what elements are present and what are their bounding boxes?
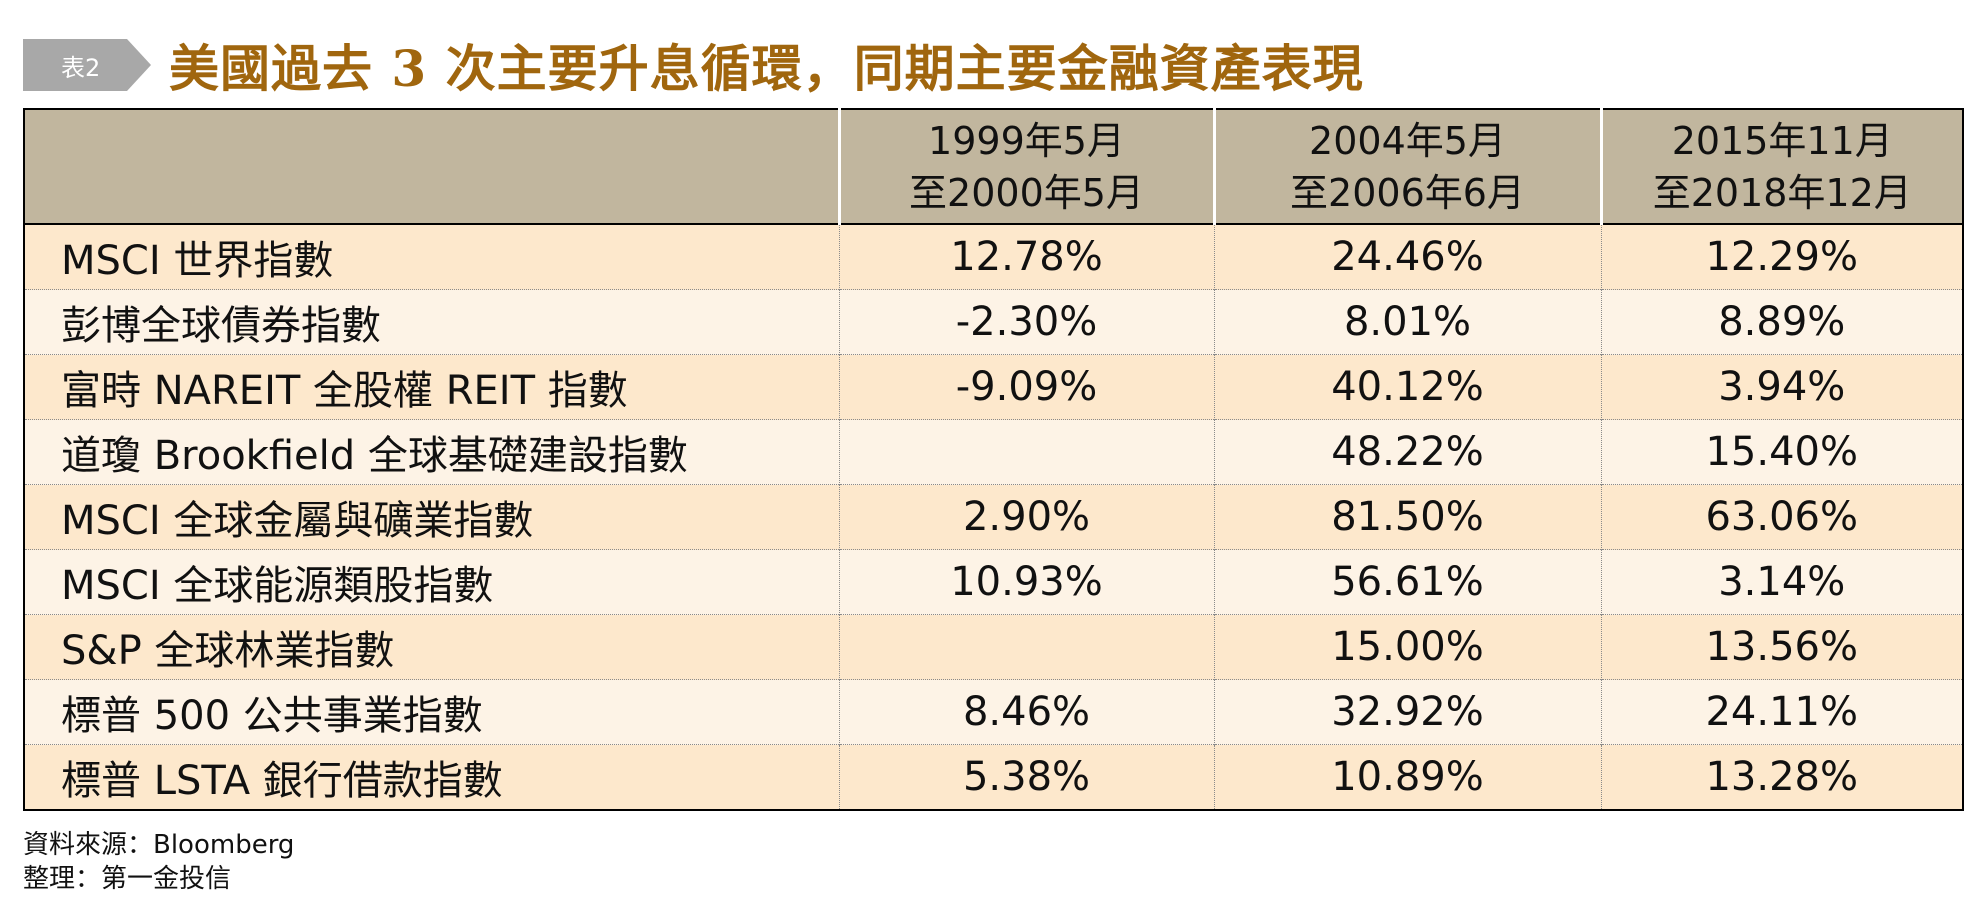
compiled-by-note: 整理：第一金投信 — [23, 864, 232, 894]
performance-table: 1999年5月 至2000年5月 2004年5月 至2006年6月 2015年1… — [23, 108, 1964, 811]
table-header-row: 1999年5月 至2000年5月 2004年5月 至2006年6月 2015年1… — [24, 109, 1963, 224]
header-period-2-line2: 至2006年6月 — [1290, 170, 1525, 215]
return-period-2: 8.01% — [1213, 289, 1601, 355]
return-period-2: 81.50% — [1213, 484, 1601, 550]
table-row: 標普 500 公共事業指數 8.46% 32.92% 24.11% — [24, 679, 1963, 745]
return-period-1: -9.09% — [838, 354, 1214, 420]
header-period-3-line2: 至2018年12月 — [1652, 170, 1912, 215]
return-period-1: 2.90% — [838, 484, 1214, 550]
title-bar: 表2 美國過去 3 次主要升息循環，同期主要金融資產表現 — [23, 30, 1364, 100]
return-period-2: 10.89% — [1213, 744, 1601, 810]
table-row: MSCI 世界指數 12.78% 24.46% 12.29% — [24, 223, 1963, 290]
header-period-1: 1999年5月 至2000年5月 — [837, 109, 1214, 224]
return-period-1: 12.78% — [838, 223, 1214, 290]
return-period-1: 10.93% — [838, 549, 1214, 615]
return-period-1 — [838, 419, 1214, 485]
return-period-1: 5.38% — [838, 744, 1214, 810]
table-row: 道瓊 Brookfield 全球基礎建設指數 48.22% 15.40% — [24, 419, 1963, 485]
header-asset — [24, 109, 839, 224]
header-period-1-line1: 1999年5月 — [928, 118, 1125, 163]
asset-name: MSCI 全球金屬與礦業指數 — [24, 484, 839, 550]
return-period-2: 32.92% — [1213, 679, 1601, 745]
return-period-3: 8.89% — [1600, 289, 1963, 355]
asset-name: 彭博全球債券指數 — [24, 289, 839, 355]
return-period-2: 48.22% — [1213, 419, 1601, 485]
header-period-1-line2: 至2000年5月 — [909, 170, 1144, 215]
asset-name: MSCI 世界指數 — [24, 223, 839, 290]
table-number-tag: 表2 — [23, 39, 151, 91]
asset-name: 標普 500 公共事業指數 — [24, 679, 839, 745]
table-row: 富時 NAREIT 全股權 REIT 指數 -9.09% 40.12% 3.94… — [24, 354, 1963, 420]
return-period-3: 13.28% — [1600, 744, 1963, 810]
header-period-2: 2004年5月 至2006年6月 — [1212, 109, 1601, 224]
return-period-2: 15.00% — [1213, 614, 1601, 680]
return-period-3: 24.11% — [1600, 679, 1963, 745]
asset-name: S&P 全球林業指數 — [24, 614, 839, 680]
table-row: MSCI 全球能源類股指數 10.93% 56.61% 3.14% — [24, 549, 1963, 615]
footnote: 資料來源：Bloomberg 整理：第一金投信 — [23, 828, 294, 896]
header-period-2-line1: 2004年5月 — [1309, 118, 1506, 163]
return-period-3: 63.06% — [1600, 484, 1963, 550]
return-period-3: 15.40% — [1600, 419, 1963, 485]
return-period-3: 3.14% — [1600, 549, 1963, 615]
table-number-label: 表2 — [61, 53, 101, 82]
return-period-1: 8.46% — [838, 679, 1214, 745]
table-row: 彭博全球債券指數 -2.30% 8.01% 8.89% — [24, 289, 1963, 355]
page-title: 美國過去 3 次主要升息循環，同期主要金融資產表現 — [169, 39, 1364, 98]
source-note: 資料來源：Bloomberg — [23, 830, 295, 860]
asset-name: 道瓊 Brookfield 全球基礎建設指數 — [24, 419, 839, 485]
asset-name: 富時 NAREIT 全股權 REIT 指數 — [24, 354, 839, 420]
return-period-3: 3.94% — [1600, 354, 1963, 420]
return-period-2: 40.12% — [1213, 354, 1601, 420]
asset-name: 標普 LSTA 銀行借款指數 — [24, 744, 839, 810]
return-period-1 — [838, 614, 1214, 680]
return-period-3: 13.56% — [1600, 614, 1963, 680]
return-period-2: 56.61% — [1213, 549, 1601, 615]
table-row: S&P 全球林業指數 15.00% 13.56% — [24, 614, 1963, 680]
table-row: 標普 LSTA 銀行借款指數 5.38% 10.89% 13.28% — [24, 744, 1963, 810]
table-row: MSCI 全球金屬與礦業指數 2.90% 81.50% 63.06% — [24, 484, 1963, 550]
header-period-3: 2015年11月 至2018年12月 — [1599, 109, 1963, 224]
return-period-1: -2.30% — [838, 289, 1214, 355]
return-period-3: 12.29% — [1600, 223, 1963, 290]
return-period-2: 24.46% — [1213, 223, 1601, 290]
header-period-3-line1: 2015年11月 — [1671, 118, 1893, 163]
asset-name: MSCI 全球能源類股指數 — [24, 549, 839, 615]
